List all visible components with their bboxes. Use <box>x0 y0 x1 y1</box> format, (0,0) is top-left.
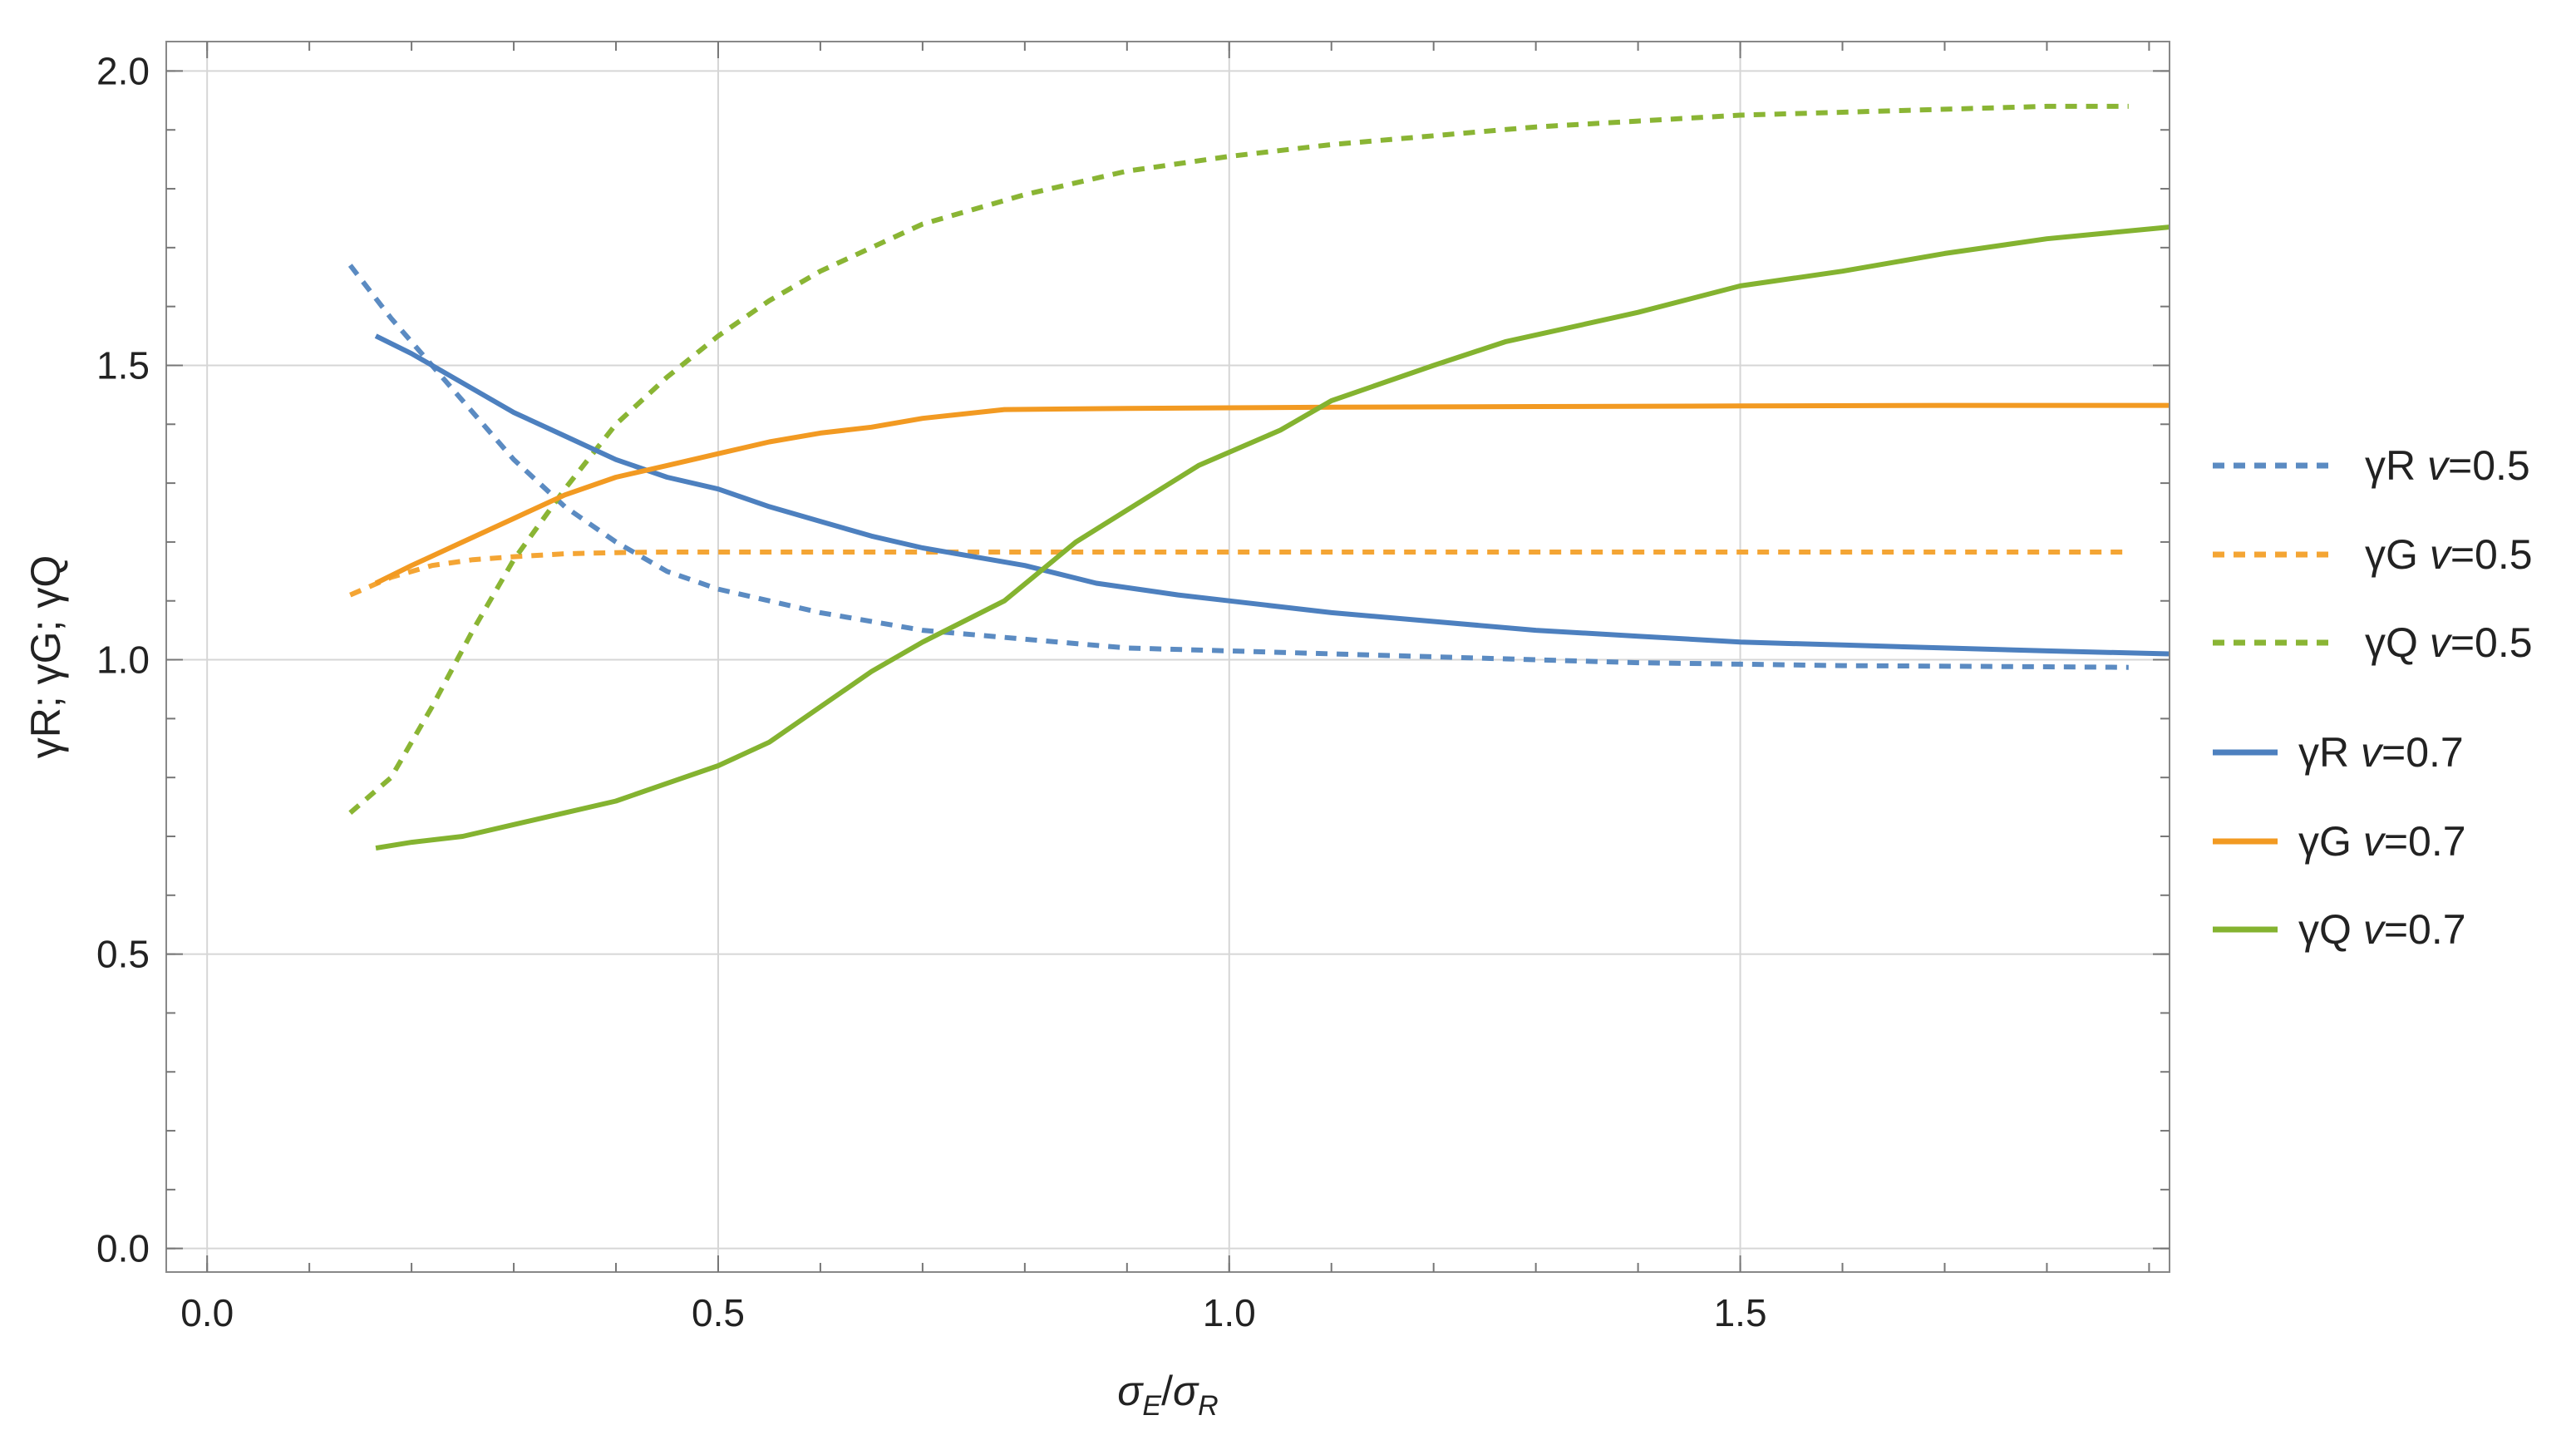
x-tick-labels: 0.0 0.5 1.0 1.5 <box>180 1291 1766 1334</box>
y-tick-label: 1.0 <box>96 639 150 682</box>
series-line-4 <box>374 402 2170 586</box>
axis-ticks <box>166 42 2170 1272</box>
y-tick-labels: 0.0 0.5 1.0 1.5 2.0 <box>96 49 150 1270</box>
legend-label-2: γQ v=0.5 <box>2365 619 2533 666</box>
y-axis-title: γR; γG; γQ <box>22 555 69 758</box>
legend-label-5: γQ v=0.7 <box>2298 906 2466 953</box>
x-tick-label: 0.5 <box>692 1291 745 1334</box>
x-tick-label: 1.0 <box>1203 1291 1256 1334</box>
x-tick-label: 0.0 <box>180 1291 234 1334</box>
x-tick-label: 1.5 <box>1714 1291 1767 1334</box>
legend-label-4: γG v=0.7 <box>2298 818 2466 865</box>
y-tick-label: 1.5 <box>96 343 150 387</box>
y-tick-label: 0.0 <box>96 1227 150 1270</box>
x-axis-title: σE/σR <box>1117 1368 1218 1422</box>
y-tick-label: 2.0 <box>96 49 150 92</box>
series-line-5 <box>375 224 2170 851</box>
legend-label-3: γR v=0.7 <box>2298 729 2464 776</box>
legend-label-1: γG v=0.5 <box>2365 531 2533 578</box>
series-line-0 <box>347 264 2129 670</box>
plot-frame <box>165 41 2170 1273</box>
legend: γR v=0.5 γG v=0.5 γQ v=0.5 γR v=0.7 γG v=0.7… <box>2213 442 2533 953</box>
series-line-3 <box>374 333 2170 657</box>
series-line-2 <box>348 103 2129 815</box>
grid <box>166 42 2170 1272</box>
legend-label-0: γR v=0.5 <box>2365 442 2530 489</box>
y-tick-label: 0.5 <box>96 933 150 976</box>
plot-area <box>347 103 2170 851</box>
series-line-1 <box>349 550 2129 598</box>
